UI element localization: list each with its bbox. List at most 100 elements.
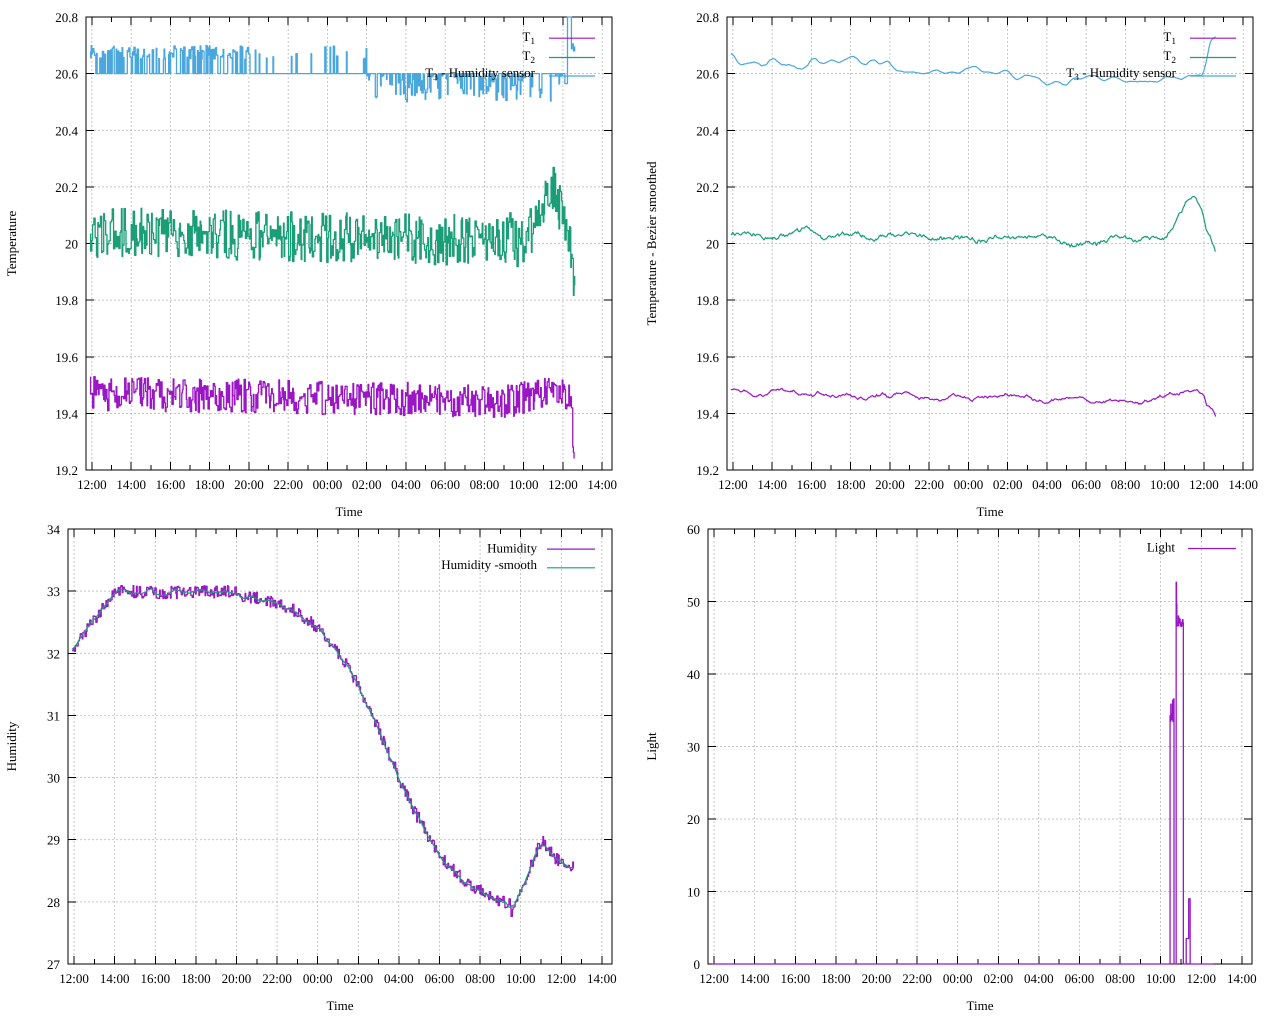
svg-text:0: 0	[694, 957, 701, 972]
svg-text:19.4: 19.4	[696, 406, 719, 421]
svg-text:28: 28	[47, 895, 60, 910]
svg-text:20.8: 20.8	[55, 10, 78, 25]
svg-text:12:00: 12:00	[718, 477, 748, 492]
svg-text:33: 33	[47, 584, 60, 599]
svg-text:12:00: 12:00	[77, 477, 107, 492]
svg-text:22:00: 22:00	[902, 971, 932, 986]
svg-text:00:00: 00:00	[303, 971, 333, 986]
svg-text:18:00: 18:00	[195, 477, 225, 492]
svg-text:20.4: 20.4	[696, 123, 719, 138]
svg-text:06:00: 06:00	[1071, 477, 1101, 492]
svg-text:06:00: 06:00	[430, 477, 460, 492]
svg-text:02:00: 02:00	[993, 477, 1023, 492]
svg-text:Light: Light	[644, 732, 659, 761]
svg-text:20.6: 20.6	[696, 67, 719, 82]
svg-text:20.6: 20.6	[55, 67, 78, 82]
svg-text:60: 60	[687, 522, 700, 537]
svg-text:12:00: 12:00	[699, 971, 729, 986]
svg-text:12:00: 12:00	[546, 971, 576, 986]
svg-text:Temperature - Bezier smoothed: Temperature - Bezier smoothed	[644, 161, 659, 326]
svg-text:19.6: 19.6	[696, 350, 719, 365]
svg-text:27: 27	[47, 957, 61, 972]
svg-text:10:00: 10:00	[1146, 971, 1176, 986]
svg-text:00:00: 00:00	[313, 477, 343, 492]
svg-text:19.6: 19.6	[55, 350, 78, 365]
svg-text:20: 20	[706, 237, 719, 252]
svg-text:Humidity: Humidity	[487, 541, 537, 556]
svg-text:20:00: 20:00	[222, 971, 252, 986]
svg-text:Time: Time	[327, 998, 354, 1013]
svg-text:12:00: 12:00	[1186, 971, 1216, 986]
svg-text:29: 29	[47, 833, 60, 848]
svg-text:12:00: 12:00	[1189, 477, 1219, 492]
svg-text:T2: T2	[1163, 48, 1176, 66]
svg-text:22:00: 22:00	[262, 971, 292, 986]
svg-text:18:00: 18:00	[181, 971, 211, 986]
svg-text:20.4: 20.4	[55, 123, 78, 138]
svg-text:14:00: 14:00	[587, 971, 617, 986]
svg-text:19.4: 19.4	[55, 406, 78, 421]
svg-text:32: 32	[47, 646, 60, 661]
svg-text:04:00: 04:00	[1024, 971, 1054, 986]
svg-text:08:00: 08:00	[465, 971, 495, 986]
svg-text:19.2: 19.2	[55, 463, 78, 478]
svg-text:22:00: 22:00	[273, 477, 303, 492]
svg-text:16:00: 16:00	[780, 971, 810, 986]
svg-text:34: 34	[47, 522, 61, 537]
svg-text:06:00: 06:00	[425, 971, 455, 986]
svg-text:04:00: 04:00	[1032, 477, 1062, 492]
svg-text:10: 10	[687, 885, 700, 900]
svg-text:Humidity -smooth: Humidity -smooth	[441, 557, 537, 572]
svg-text:04:00: 04:00	[391, 477, 421, 492]
svg-text:50: 50	[687, 595, 700, 610]
svg-text:12:00: 12:00	[59, 971, 89, 986]
svg-text:16:00: 16:00	[140, 971, 170, 986]
svg-text:30: 30	[47, 771, 60, 786]
svg-text:10:00: 10:00	[1150, 477, 1180, 492]
svg-text:12:00: 12:00	[548, 477, 578, 492]
svg-text:40: 40	[687, 667, 700, 682]
svg-text:19.8: 19.8	[55, 293, 78, 308]
svg-text:02:00: 02:00	[352, 477, 382, 492]
svg-text:20.2: 20.2	[55, 180, 78, 195]
svg-text:20:00: 20:00	[875, 477, 905, 492]
svg-text:00:00: 00:00	[954, 477, 984, 492]
svg-text:18:00: 18:00	[836, 477, 866, 492]
svg-text:Temperature: Temperature	[4, 211, 19, 277]
svg-text:Humidity: Humidity	[4, 721, 19, 771]
svg-text:19.8: 19.8	[696, 293, 719, 308]
svg-text:16:00: 16:00	[797, 477, 827, 492]
svg-text:20:00: 20:00	[234, 477, 264, 492]
svg-text:T2: T2	[522, 48, 535, 66]
svg-text:08:00: 08:00	[1105, 971, 1135, 986]
svg-text:06:00: 06:00	[1065, 971, 1095, 986]
svg-text:20.2: 20.2	[696, 180, 719, 195]
svg-text:T1: T1	[522, 29, 535, 47]
svg-text:T1: T1	[1163, 29, 1176, 47]
svg-text:20: 20	[687, 812, 700, 827]
svg-text:18:00: 18:00	[821, 971, 851, 986]
svg-text:Time: Time	[967, 998, 994, 1013]
svg-text:22:00: 22:00	[914, 477, 944, 492]
svg-text:04:00: 04:00	[384, 971, 414, 986]
svg-text:00:00: 00:00	[943, 971, 973, 986]
svg-text:14:00: 14:00	[757, 477, 787, 492]
svg-text:14:00: 14:00	[1228, 477, 1258, 492]
svg-text:20: 20	[65, 237, 78, 252]
svg-text:14:00: 14:00	[116, 477, 146, 492]
svg-text:31: 31	[47, 708, 60, 723]
svg-text:20.8: 20.8	[696, 10, 719, 25]
svg-text:10:00: 10:00	[506, 971, 536, 986]
svg-text:08:00: 08:00	[1111, 477, 1141, 492]
svg-text:Light: Light	[1147, 539, 1176, 554]
svg-text:20:00: 20:00	[862, 971, 892, 986]
svg-text:02:00: 02:00	[343, 971, 373, 986]
svg-text:16:00: 16:00	[156, 477, 186, 492]
svg-text:19.2: 19.2	[696, 463, 719, 478]
svg-text:30: 30	[687, 740, 700, 755]
svg-text:14:00: 14:00	[100, 971, 130, 986]
svg-text:14:00: 14:00	[740, 971, 770, 986]
svg-text:10:00: 10:00	[509, 477, 539, 492]
svg-text:02:00: 02:00	[983, 971, 1013, 986]
svg-text:08:00: 08:00	[470, 477, 500, 492]
